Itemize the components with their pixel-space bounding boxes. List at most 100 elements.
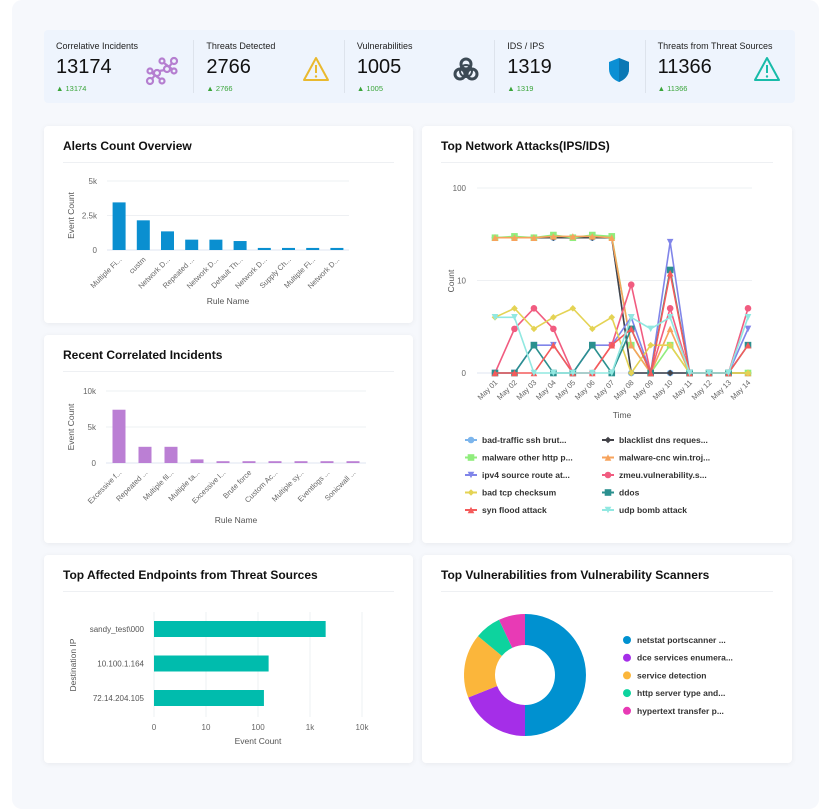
kpi-ids-ips[interactable]: IDS / IPS 1319 ▲ 1319 (495, 40, 646, 93)
vulnerabilities-donut-chart: netstat portscanner ... dce services enum… (464, 614, 733, 736)
kpi-delta: ▲ 11366 (657, 84, 688, 93)
bar (346, 461, 360, 463)
point-marker (467, 454, 475, 461)
x-tick-label: 10 (202, 723, 211, 732)
x-axis-title: Rule Name (215, 515, 258, 525)
x-tick-label: May 01 (476, 378, 500, 402)
warning-icon (302, 57, 329, 81)
bar (190, 459, 204, 463)
point-marker (589, 233, 596, 240)
y-tick-label: sandy_test\000 (90, 625, 145, 634)
divider (441, 591, 773, 592)
bar (164, 446, 178, 463)
point-marker (491, 314, 499, 321)
x-tick-label: May 11 (671, 378, 694, 401)
point-marker (604, 471, 612, 479)
point-marker (550, 325, 557, 333)
point-marker (569, 233, 577, 240)
point-marker (569, 305, 577, 312)
point-marker (550, 369, 557, 377)
card-title: Top Network Attacks(IPS/IDS) (441, 139, 610, 153)
point-marker (530, 369, 538, 377)
alerts-count-card: Alerts Count Overview 0 2.5k 5k Multiple Fi… (44, 126, 413, 323)
point-marker (589, 341, 596, 349)
legend-swatch (623, 636, 631, 644)
endpoints-hbar-chart: 0 10 100 1k 10k sandy_test\000 10.100.1.164 72.… (68, 612, 369, 746)
point-marker (569, 369, 577, 377)
point-marker (550, 341, 557, 349)
point-marker (604, 454, 612, 461)
bar (233, 241, 247, 250)
legend-item: hypertext transfer p... (637, 706, 724, 716)
bar (282, 247, 295, 250)
kpi-delta: ▲ 2766 (206, 84, 233, 93)
x-tick-label: 0 (152, 723, 157, 732)
kpi-value: 1319 (507, 56, 552, 78)
x-tick-label: Multiple Fi... (89, 255, 124, 290)
bar (268, 461, 282, 463)
affected-endpoints-card: Top Affected Endpoints from Threat Sourc… (44, 555, 413, 763)
point-marker (550, 314, 557, 321)
legend-swatch (623, 653, 631, 662)
y-axis-title: Destination IP (68, 638, 78, 691)
kpi-label: Threats Detected (206, 41, 276, 51)
point-marker (666, 341, 674, 349)
bar (216, 461, 230, 463)
kpi-vulnerabilities[interactable]: Vulnerabilities 1005 ▲ 1005 (345, 40, 496, 93)
point-marker (647, 341, 654, 349)
bar (294, 461, 308, 463)
x-tick-label: May 12 (690, 378, 714, 402)
legend-item: ipv4 source route at... (482, 470, 570, 480)
legend-item: http server type and... (637, 688, 725, 698)
donut-slice (468, 686, 525, 736)
y-axis-title: Event Count (66, 403, 76, 450)
kpi-strip: Correlative Incidents 13174 ▲ 13174 Thre… (44, 30, 795, 103)
point-marker (511, 369, 518, 377)
kpi-threats-detected[interactable]: Threats Detected 2766 ▲ 2766 (194, 40, 345, 93)
divider (63, 162, 394, 163)
y-tick-label: 10.100.1.164 (97, 660, 144, 669)
x-tick-label: May 13 (709, 378, 733, 402)
kpi-delta-value: 13174 (65, 84, 87, 93)
y-tick-label: 0 (93, 246, 98, 255)
y-tick-label: 0 (92, 459, 97, 468)
legend-item: bad-traffic ssh brut... (482, 435, 567, 445)
legend-item: bad tcp checksum (482, 488, 557, 498)
point-marker (530, 305, 538, 312)
legend-item: zmeu.vulnerability.s... (619, 470, 707, 480)
bar (306, 247, 320, 250)
warning-icon (754, 57, 781, 81)
kpi-delta-value: 2766 (215, 84, 233, 93)
point-marker (608, 341, 616, 349)
point-marker (530, 341, 538, 349)
bar (161, 231, 174, 250)
divider (63, 591, 394, 592)
legend-swatch (623, 689, 631, 698)
point-marker (608, 369, 616, 377)
point-marker (686, 369, 693, 377)
bar (154, 655, 269, 672)
point-marker (627, 369, 635, 377)
y-tick-label: 100 (453, 184, 467, 193)
point-marker (666, 305, 674, 312)
point-marker (491, 234, 499, 242)
bar (136, 220, 150, 250)
legend-item: udp bomb attack (619, 505, 687, 515)
donut-slice (525, 614, 586, 736)
kpi-threats-from-sources[interactable]: Threats from Threat Sources 11366 ▲ 1136… (646, 40, 795, 93)
kpi-correlative-incidents[interactable]: Correlative Incidents 13174 ▲ 13174 (44, 40, 195, 93)
point-marker (725, 369, 732, 377)
biohazard-icon (453, 57, 479, 81)
y-tick-label: 5k (88, 423, 97, 432)
point-marker (511, 325, 518, 333)
point-marker (604, 489, 612, 496)
link-nodes-icon (146, 56, 179, 86)
bar (320, 461, 334, 463)
x-axis-title: Event Count (235, 736, 282, 746)
legend-item: malware-cnc win.troj... (619, 453, 710, 463)
y-tick-label: 10k (83, 387, 97, 396)
bar (257, 247, 271, 250)
point-marker (467, 489, 475, 496)
x-tick-label: 1k (306, 723, 315, 732)
point-marker (627, 341, 635, 349)
